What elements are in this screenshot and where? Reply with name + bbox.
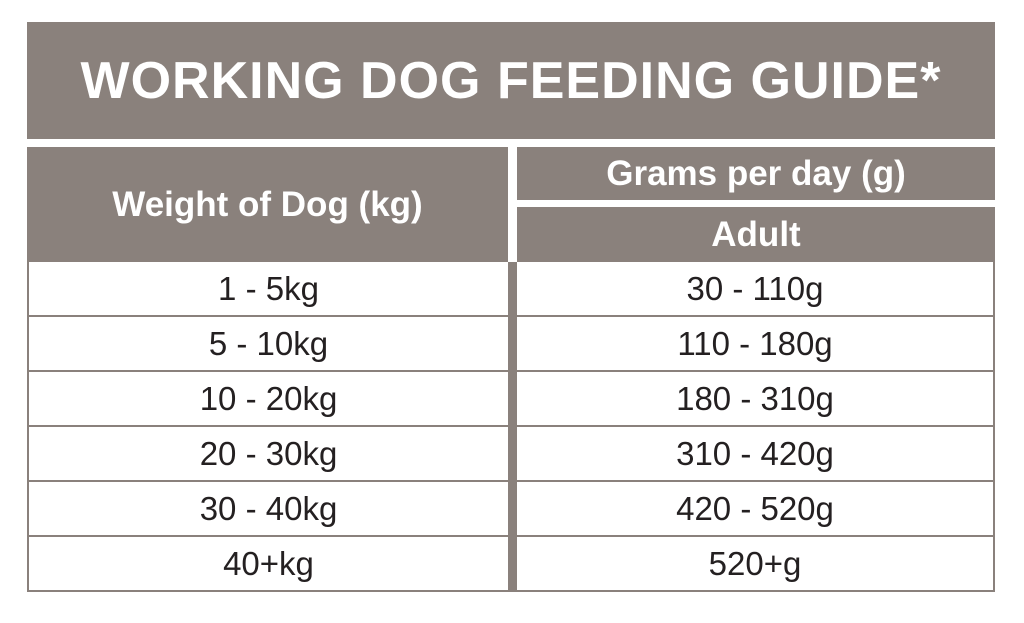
column-divider [508, 317, 517, 370]
table-row: 10 - 20kg 180 - 310g [29, 370, 993, 425]
weight-cell: 30 - 40kg [199, 489, 338, 527]
grams-cell: 180 - 310g [676, 379, 834, 417]
grams-cell: 110 - 180g [677, 324, 833, 362]
feeding-guide-table: WORKING DOG FEEDING GUIDE* Weight of Dog… [27, 22, 995, 592]
grams-cell: 310 - 420g [676, 434, 834, 472]
column-header-grams: Grams per day (g) [517, 147, 995, 200]
table-title-bar: WORKING DOG FEEDING GUIDE* [27, 22, 995, 139]
column-divider [508, 427, 517, 480]
header-column-gap [508, 147, 517, 262]
table-row: 40+kg 520+g [29, 535, 993, 590]
table-title: WORKING DOG FEEDING GUIDE* [80, 51, 942, 110]
column-divider [508, 482, 517, 535]
column-divider [508, 262, 517, 315]
grams-cell: 30 - 110g [686, 269, 824, 307]
table-row: 20 - 30kg 310 - 420g [29, 425, 993, 480]
weight-cell: 20 - 30kg [199, 434, 338, 472]
table-header: Weight of Dog (kg) Grams per day (g) Adu… [27, 147, 995, 262]
table-row: 5 - 10kg 110 - 180g [29, 315, 993, 370]
weight-cell: 10 - 20kg [199, 379, 338, 417]
weight-cell: 1 - 5kg [218, 269, 319, 307]
grams-cell: 420 - 520g [676, 489, 834, 527]
column-subheader-adult: Adult [517, 207, 995, 262]
grams-cell: 520+g [708, 544, 802, 582]
header-row-gap [517, 200, 995, 207]
table-row: 1 - 5kg 30 - 110g [29, 262, 993, 315]
column-header-weight: Weight of Dog (kg) [27, 147, 508, 262]
table-row: 30 - 40kg 420 - 520g [29, 480, 993, 535]
table-body: 1 - 5kg 30 - 110g 5 - 10kg 110 - 180g 10… [27, 262, 995, 592]
weight-cell: 40+kg [223, 544, 314, 582]
column-divider [508, 537, 517, 590]
weight-cell: 5 - 10kg [208, 324, 329, 362]
column-divider [508, 372, 517, 425]
grams-header-group: Grams per day (g) Adult [517, 147, 995, 262]
